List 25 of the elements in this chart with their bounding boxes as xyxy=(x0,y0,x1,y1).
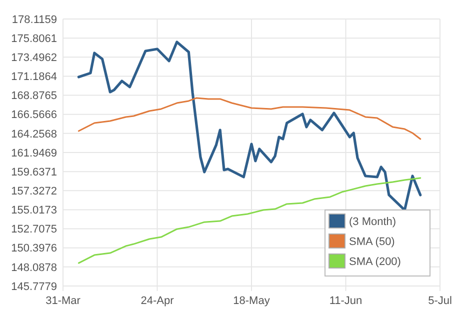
y-tick-label: 161.9469 xyxy=(11,147,57,160)
legend-label: SMA (50) xyxy=(349,236,395,248)
y-tick-label: 175.8061 xyxy=(11,32,57,45)
x-tick-label: 31-Mar xyxy=(46,295,81,307)
y-tick-label: 164.2568 xyxy=(11,128,57,140)
y-tick-label: 155.0173 xyxy=(11,204,57,217)
legend-label: (3 Month) xyxy=(349,216,396,228)
y-tick-label: 152.7075 xyxy=(11,224,57,236)
x-tick-label: 5-Jul xyxy=(428,295,452,307)
y-tick-label: 150.3976 xyxy=(11,242,57,255)
y-tick-label: 173.4962 xyxy=(11,52,57,64)
x-tick-label: 24-Apr xyxy=(140,295,174,307)
line-series xyxy=(77,40,422,212)
y-tick-label: 157.3272 xyxy=(11,185,57,198)
x-tick-label: 11-Jun xyxy=(329,295,362,307)
y-tick-label: 178.1159 xyxy=(12,14,57,26)
y-tick-label: 171.1864 xyxy=(11,71,57,84)
y-tick-label: 145.7779 xyxy=(11,280,57,293)
line-series xyxy=(78,97,422,140)
legend-label: SMA (200) xyxy=(349,256,401,268)
x-tick-label: 18-May xyxy=(233,295,270,307)
y-tick-label: 159.6371 xyxy=(11,166,57,178)
y-tick-label: 168.8765 xyxy=(11,90,57,102)
y-tick-label: 148.0878 xyxy=(11,262,57,274)
y-tick-label: 166.5666 xyxy=(11,109,57,122)
